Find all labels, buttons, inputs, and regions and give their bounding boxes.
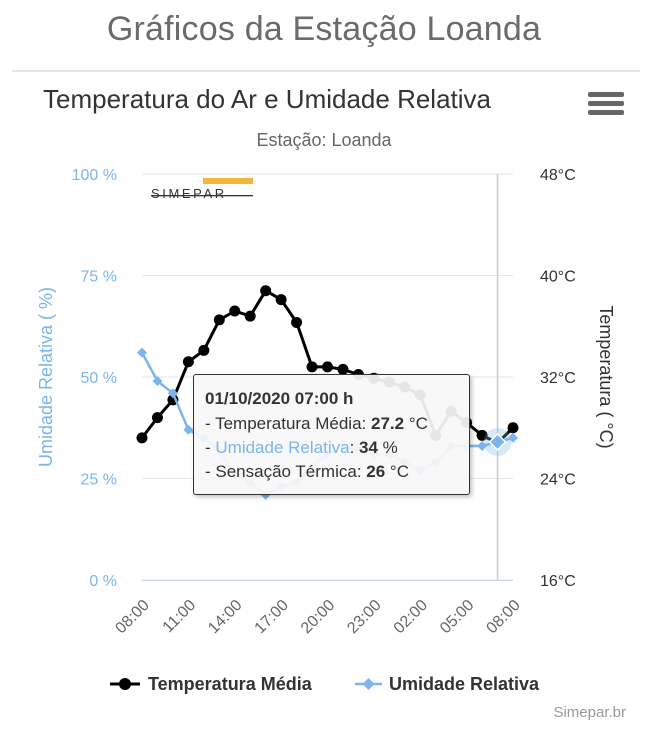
- humidity-point: [183, 424, 194, 435]
- y-right-tick-label: 24°C: [540, 472, 576, 489]
- temperature-point: [136, 432, 148, 444]
- tooltip-temperature: - Temperatura Média: 27.2 °C: [205, 414, 428, 433]
- x-tick-label: 11:00: [160, 597, 200, 637]
- humidity-point: [152, 376, 163, 387]
- y-right-tick-label: 48°C: [540, 167, 576, 184]
- y-right-tick-label: 40°C: [540, 269, 576, 286]
- simepar-logo: SIMEPAR: [151, 178, 253, 201]
- humidity-point: [167, 388, 178, 399]
- temperature-point: [151, 412, 163, 424]
- footer-credit[interactable]: Simepar.br: [553, 704, 626, 721]
- y-right-tick-label: 32°C: [540, 370, 576, 387]
- legend-humidity-marker: [362, 678, 375, 690]
- y-left-tick-label: 50 %: [81, 370, 117, 387]
- data-tooltip: 01/10/2020 07:00 h - Temperatura Média: …: [193, 374, 470, 495]
- temperature-point: [507, 422, 519, 434]
- tooltip-humidity: - Umidade Relativa: 34 %: [205, 438, 398, 457]
- hamburger-menu-icon: [588, 92, 624, 97]
- temperature-point: [229, 305, 241, 317]
- chart-subtitle: Estação: Loanda: [256, 130, 392, 150]
- legend-humidity[interactable]: Umidade Relativa: [389, 674, 540, 694]
- title-divider: [12, 70, 640, 72]
- x-tick-label: 08:00: [112, 597, 152, 637]
- temperature-point: [244, 310, 256, 322]
- temperature-point: [306, 361, 318, 373]
- temperature-point: [213, 314, 225, 326]
- y-left-tick-label: 75 %: [81, 269, 117, 286]
- x-tick-label: 02:00: [391, 597, 431, 637]
- legend-temperature-marker: [119, 678, 131, 690]
- y-left-tick-label: 25 %: [81, 472, 117, 489]
- chart-menu-button[interactable]: [588, 92, 624, 122]
- temperature-point: [260, 285, 272, 297]
- temperature-point: [198, 344, 210, 356]
- humidity-point: [477, 441, 488, 452]
- x-tick-label: 20:00: [298, 597, 338, 637]
- tooltip-header: 01/10/2020 07:00 h: [205, 389, 354, 408]
- logo-text: SIMEPAR: [151, 186, 227, 201]
- temperature-point: [322, 361, 333, 373]
- temperature-point: [275, 294, 287, 306]
- y-left-axis-title: Umidade Relativa ( %): [36, 287, 56, 467]
- y-left-tick-label: 100 %: [72, 167, 117, 184]
- temperature-point: [337, 363, 349, 375]
- tooltip-thermal-sensation: - Sensação Térmica: 26 °C: [205, 462, 409, 481]
- temperature-point: [182, 356, 194, 368]
- x-tick-label: 17:00: [252, 597, 292, 637]
- temperature-point: [291, 316, 303, 328]
- y-right-axis-title: Temperatura ( °C): [596, 305, 616, 448]
- x-tick-label: 14:00: [205, 597, 245, 637]
- x-tick-label: 23:00: [344, 597, 384, 637]
- hover-humidity-point: [488, 432, 507, 452]
- page-title: Gráficos da Estação Loanda: [106, 10, 542, 48]
- y-left-tick-label: 0 %: [89, 573, 117, 590]
- humidity-point: [137, 347, 147, 358]
- x-tick-label: 08:00: [483, 597, 523, 637]
- legend-temperature[interactable]: Temperatura Média: [148, 674, 313, 694]
- temperature-point: [476, 429, 488, 441]
- x-tick-label: 05:00: [437, 597, 477, 637]
- humidity-point: [508, 432, 518, 443]
- chart-title: Temperatura do Ar e Umidade Relativa: [43, 84, 492, 114]
- y-right-tick-label: 16°C: [540, 573, 576, 590]
